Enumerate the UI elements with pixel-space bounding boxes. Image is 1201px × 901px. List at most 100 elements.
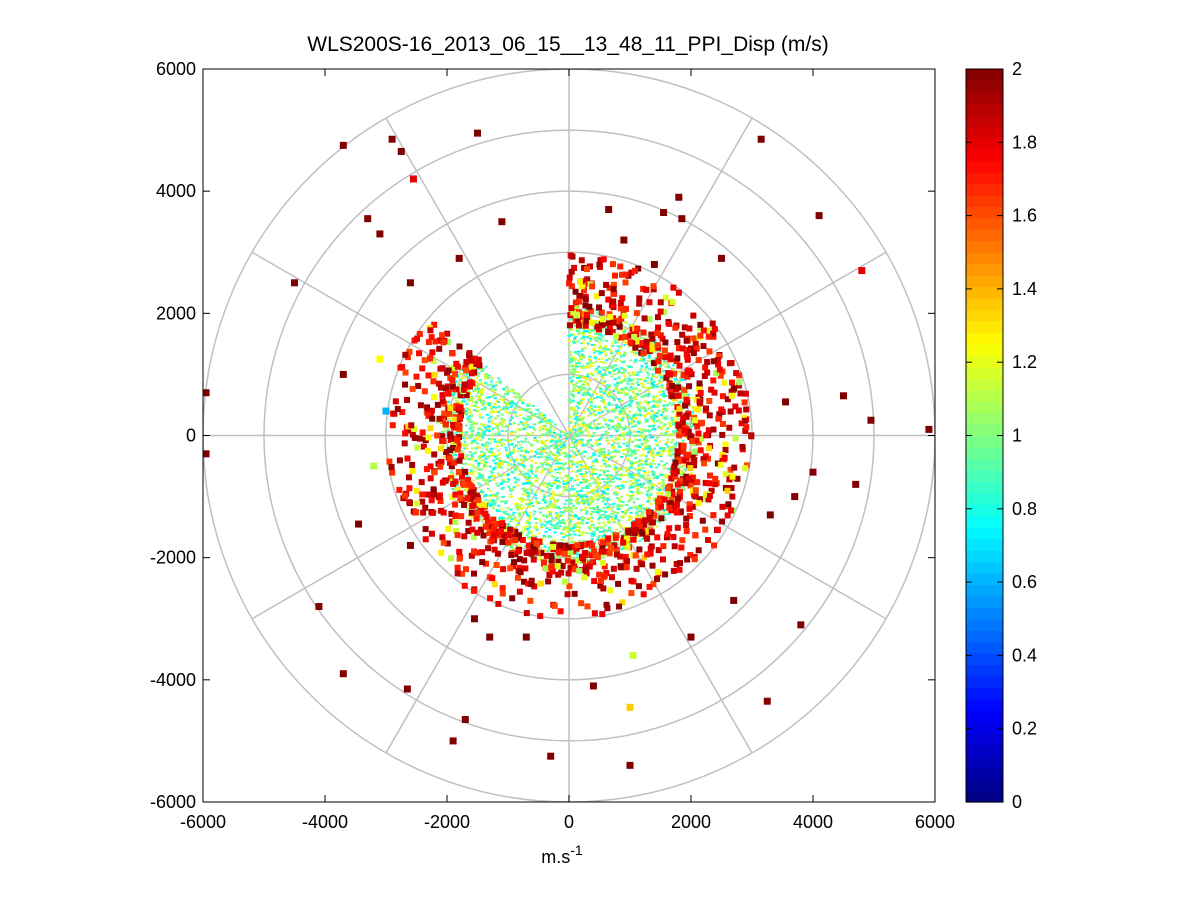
data-point bbox=[652, 483, 656, 486]
data-point bbox=[526, 476, 530, 479]
data-point bbox=[591, 328, 595, 331]
data-point bbox=[661, 370, 665, 373]
data-point bbox=[631, 387, 635, 390]
data-point bbox=[624, 341, 628, 344]
data-point bbox=[530, 483, 534, 486]
data-point bbox=[590, 532, 594, 535]
data-point bbox=[641, 511, 645, 514]
data-point bbox=[489, 411, 493, 414]
data-point bbox=[515, 466, 519, 469]
data-point bbox=[689, 474, 696, 481]
data-point bbox=[595, 528, 599, 531]
data-point bbox=[493, 417, 497, 420]
data-point bbox=[612, 519, 616, 522]
data-point bbox=[526, 472, 530, 475]
data-point bbox=[571, 504, 575, 507]
data-point bbox=[622, 340, 626, 343]
data-point bbox=[582, 425, 586, 428]
data-point bbox=[608, 480, 612, 483]
data-point bbox=[554, 445, 558, 448]
data-point bbox=[629, 483, 633, 486]
data-point bbox=[546, 549, 550, 552]
data-point bbox=[544, 445, 548, 448]
data-point bbox=[590, 520, 594, 523]
data-point bbox=[476, 431, 480, 434]
data-point bbox=[579, 327, 583, 330]
data-point bbox=[576, 424, 580, 427]
data-point bbox=[598, 370, 602, 373]
data-point bbox=[647, 401, 651, 404]
data-point bbox=[545, 526, 549, 529]
data-point bbox=[580, 353, 584, 356]
data-point bbox=[597, 386, 601, 389]
data-point bbox=[659, 393, 663, 396]
data-point bbox=[579, 375, 583, 378]
data-point bbox=[671, 370, 678, 377]
data-point bbox=[659, 386, 663, 389]
data-point bbox=[606, 518, 610, 521]
data-point bbox=[708, 386, 715, 393]
data-point bbox=[496, 449, 500, 452]
data-point bbox=[667, 512, 671, 515]
data-point bbox=[588, 466, 592, 469]
data-point bbox=[480, 393, 484, 396]
data-point bbox=[682, 487, 686, 490]
data-point bbox=[571, 406, 575, 409]
data-point bbox=[571, 438, 575, 441]
data-point bbox=[597, 454, 601, 457]
data-point bbox=[676, 405, 683, 412]
data-point bbox=[727, 466, 734, 473]
data-point bbox=[631, 451, 635, 454]
data-point bbox=[505, 524, 509, 527]
data-point bbox=[502, 517, 506, 520]
data-point bbox=[643, 414, 647, 417]
data-point bbox=[518, 515, 522, 518]
data-point bbox=[472, 420, 476, 423]
data-point bbox=[573, 523, 577, 526]
data-point bbox=[639, 435, 643, 438]
data-point bbox=[618, 315, 625, 322]
data-point bbox=[563, 502, 567, 505]
data-point bbox=[644, 362, 648, 365]
data-point bbox=[597, 423, 601, 426]
data-point bbox=[644, 394, 648, 397]
data-point bbox=[659, 486, 663, 489]
data-point bbox=[591, 507, 595, 510]
data-point bbox=[540, 453, 544, 456]
data-point bbox=[562, 444, 566, 447]
data-point bbox=[602, 448, 606, 451]
data-point bbox=[487, 503, 491, 506]
data-point bbox=[646, 382, 650, 385]
data-point bbox=[557, 445, 561, 448]
data-point bbox=[558, 507, 562, 510]
data-point bbox=[668, 446, 672, 449]
data-point bbox=[657, 405, 661, 408]
data-point bbox=[657, 425, 661, 428]
data-point bbox=[509, 489, 513, 492]
data-point bbox=[571, 450, 575, 453]
data-point bbox=[501, 496, 505, 499]
data-point bbox=[526, 451, 530, 454]
data-point bbox=[664, 404, 668, 407]
data-point bbox=[597, 365, 601, 368]
data-point bbox=[618, 434, 622, 437]
data-point bbox=[521, 461, 525, 464]
data-point bbox=[630, 464, 634, 467]
data-point bbox=[647, 355, 651, 358]
data-point bbox=[561, 520, 565, 523]
data-point bbox=[482, 432, 486, 435]
data-point bbox=[580, 501, 584, 504]
data-point bbox=[689, 472, 693, 475]
data-point bbox=[599, 544, 606, 551]
data-point bbox=[564, 462, 568, 465]
data-point bbox=[487, 502, 491, 505]
data-point bbox=[574, 364, 578, 367]
data-point bbox=[585, 382, 589, 385]
data-point bbox=[621, 500, 625, 503]
data-point bbox=[507, 453, 511, 456]
data-point bbox=[483, 430, 487, 433]
data-point bbox=[629, 379, 633, 382]
data-point bbox=[509, 496, 513, 499]
data-point bbox=[494, 406, 498, 409]
data-point bbox=[630, 417, 634, 420]
